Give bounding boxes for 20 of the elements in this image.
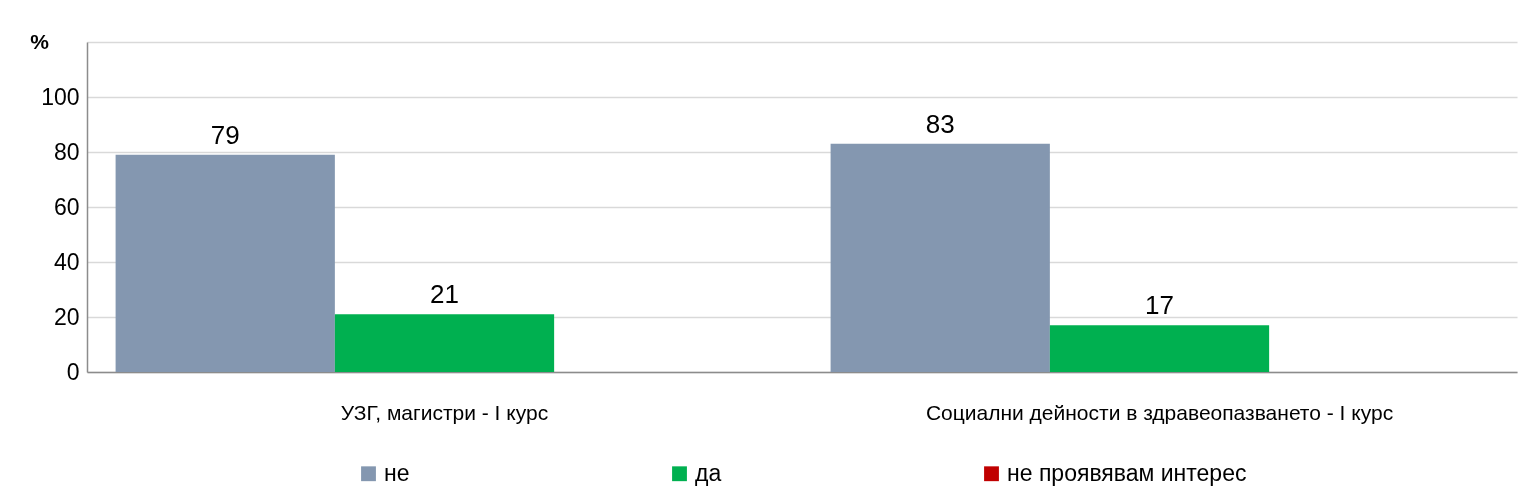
data-label: 79 [210,119,240,150]
legend-label: да [695,459,722,486]
y-tick-label: 0 [66,358,80,385]
data-label: 17 [1145,290,1174,321]
bar [115,154,335,372]
y-tick-label: 60 [53,193,80,220]
y-tick-label: 40 [53,248,80,275]
data-label: 21 [430,279,459,310]
legend-label: не проявявам интерес [1007,459,1247,486]
x-tick-label: УЗГ, магистри - I курс [340,400,549,424]
x-tick-label: Социални дейности в здравеопазването - I курс [925,400,1394,424]
bar [1049,325,1270,372]
y-axis-title: % [30,29,50,53]
y-tick-label: 100 [41,83,80,110]
y-tick-label: 20 [53,303,80,330]
legend-label: не [384,459,410,486]
data-label: 83 [925,108,955,139]
y-tick-label: 80 [53,138,80,165]
bar [830,143,1050,372]
bar [334,314,555,372]
